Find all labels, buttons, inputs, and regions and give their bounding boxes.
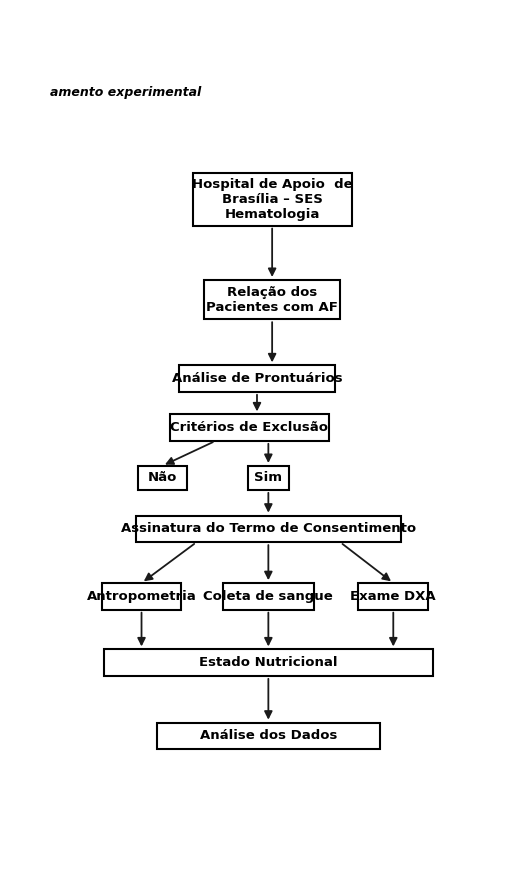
FancyBboxPatch shape — [193, 173, 352, 225]
Text: Antropometria: Antropometria — [87, 590, 196, 603]
FancyBboxPatch shape — [358, 583, 429, 610]
Text: Critérios de Exclusão: Critérios de Exclusão — [170, 422, 328, 434]
FancyBboxPatch shape — [104, 649, 433, 676]
FancyBboxPatch shape — [223, 583, 314, 610]
Text: Sim: Sim — [254, 472, 282, 484]
FancyBboxPatch shape — [247, 466, 289, 490]
Text: Estado Nutricional: Estado Nutricional — [199, 656, 338, 669]
FancyBboxPatch shape — [204, 280, 340, 319]
Text: Não: Não — [148, 472, 177, 484]
Text: Análise de Prontuários: Análise de Prontuários — [172, 372, 342, 385]
FancyBboxPatch shape — [102, 583, 181, 610]
Text: Hospital de Apoio  de
Brasília – SES
Hematologia: Hospital de Apoio de Brasília – SES Hema… — [192, 178, 353, 221]
FancyBboxPatch shape — [170, 414, 329, 441]
FancyBboxPatch shape — [179, 365, 335, 392]
Text: Assinatura do Termo de Consentimento: Assinatura do Termo de Consentimento — [121, 523, 416, 535]
FancyBboxPatch shape — [138, 466, 187, 490]
Text: Relação dos
Pacientes com AF: Relação dos Pacientes com AF — [206, 286, 338, 313]
Text: Exame DXA: Exame DXA — [350, 590, 436, 603]
FancyBboxPatch shape — [157, 722, 380, 749]
Text: Análise dos Dados: Análise dos Dados — [200, 730, 337, 743]
Text: amento experimental: amento experimental — [50, 86, 201, 99]
Text: Coleta de sangue: Coleta de sangue — [203, 590, 333, 603]
FancyBboxPatch shape — [136, 516, 401, 542]
